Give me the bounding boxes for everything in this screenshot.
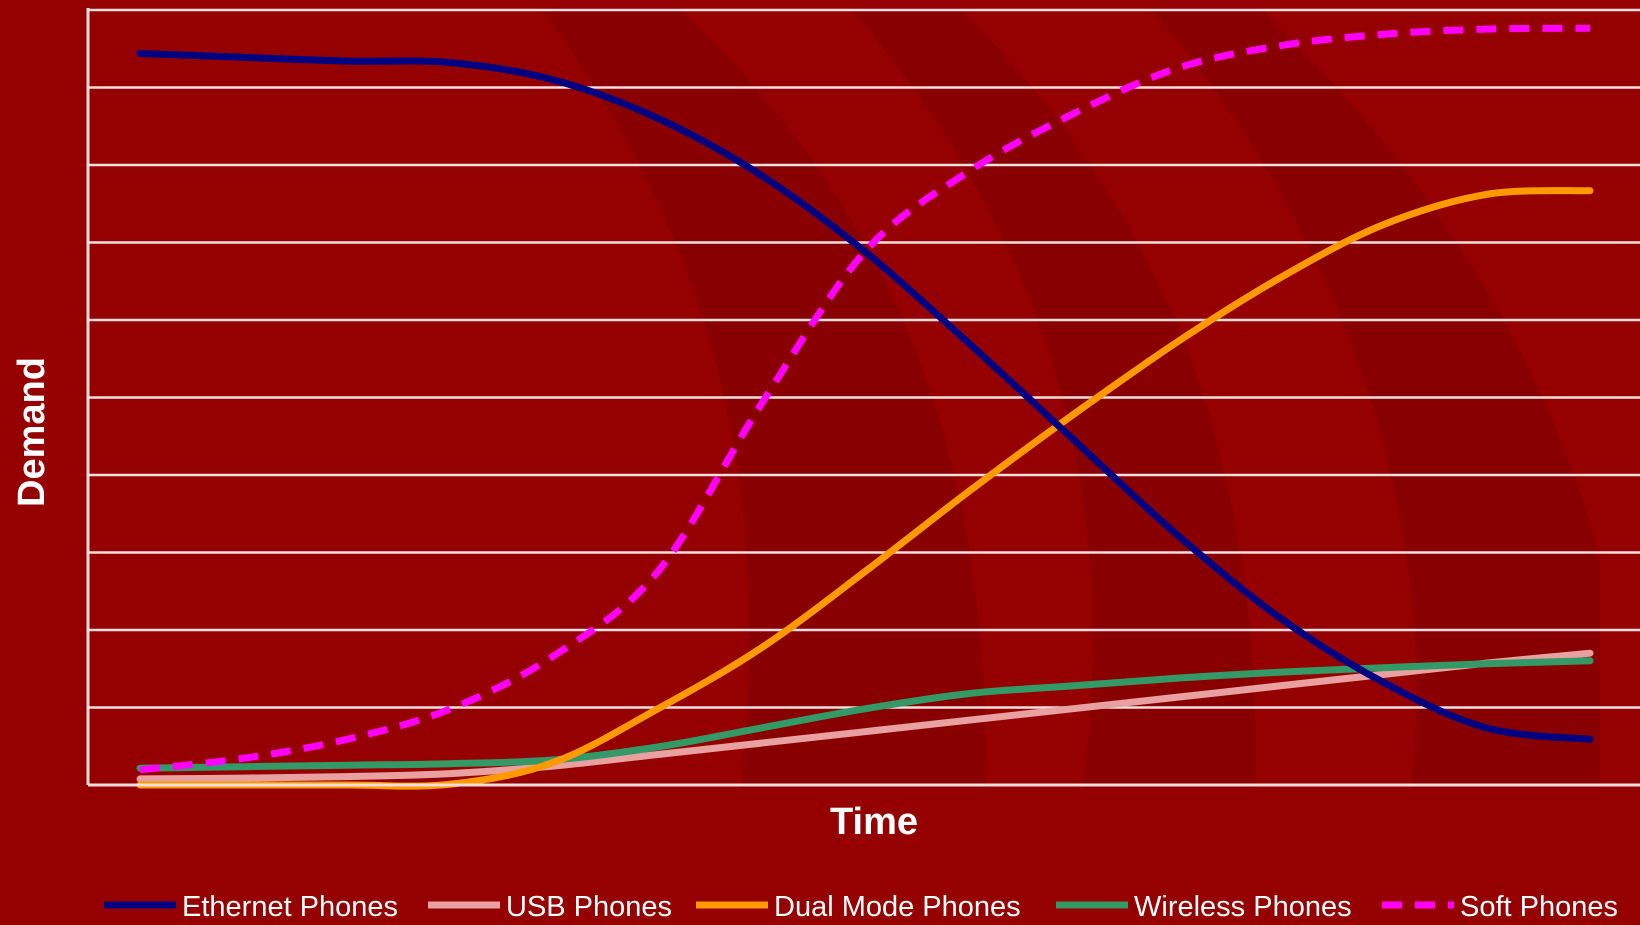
legend: Ethernet Phones USB Phones Dual Mode Phone…: [104, 891, 1618, 923]
axes: [86, 8, 1640, 787]
legend-item-usb-phones: USB Phones: [428, 891, 672, 923]
legend-label: Dual Mode Phones: [774, 891, 1021, 923]
legend-item-ethernet-phones: Ethernet Phones: [104, 891, 398, 923]
legend-item-dual-mode-phones: Dual Mode Phones: [696, 891, 1021, 923]
series-line-ethernet-phones: [136, 50, 1594, 743]
legend-label: Ethernet Phones: [182, 891, 398, 923]
legend-label: Soft Phones: [1460, 891, 1618, 923]
series-line-wireless-phones: [136, 657, 1594, 772]
legend-label: Wireless Phones: [1134, 891, 1352, 923]
legend-item-wireless-phones: Wireless Phones: [1056, 891, 1352, 923]
series-line-usb-phones: [136, 649, 1594, 783]
legend-item-soft-phones: Soft Phones: [1382, 891, 1618, 923]
y-axis-title: Demand: [11, 357, 53, 507]
x-axis-title: Time: [830, 801, 918, 843]
legend-label: USB Phones: [506, 891, 672, 923]
